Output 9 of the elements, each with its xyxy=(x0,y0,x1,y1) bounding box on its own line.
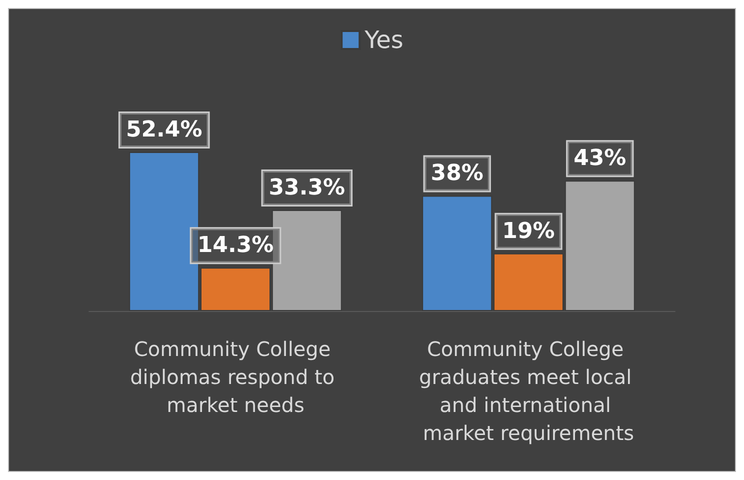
x-tick-label: Community College diplomas respond to market needs xyxy=(130,337,341,417)
data-label: 38% xyxy=(430,161,484,186)
data-label: 19% xyxy=(502,218,555,244)
data-label: 14.3% xyxy=(197,233,274,258)
data-label: 52.4% xyxy=(126,118,202,143)
legend-label: Yes xyxy=(364,26,404,54)
x-tick-label: Community College graduates meet local and international market requirements xyxy=(419,337,638,445)
data-label: 43% xyxy=(574,146,626,172)
data-label: 33.3% xyxy=(268,175,346,200)
